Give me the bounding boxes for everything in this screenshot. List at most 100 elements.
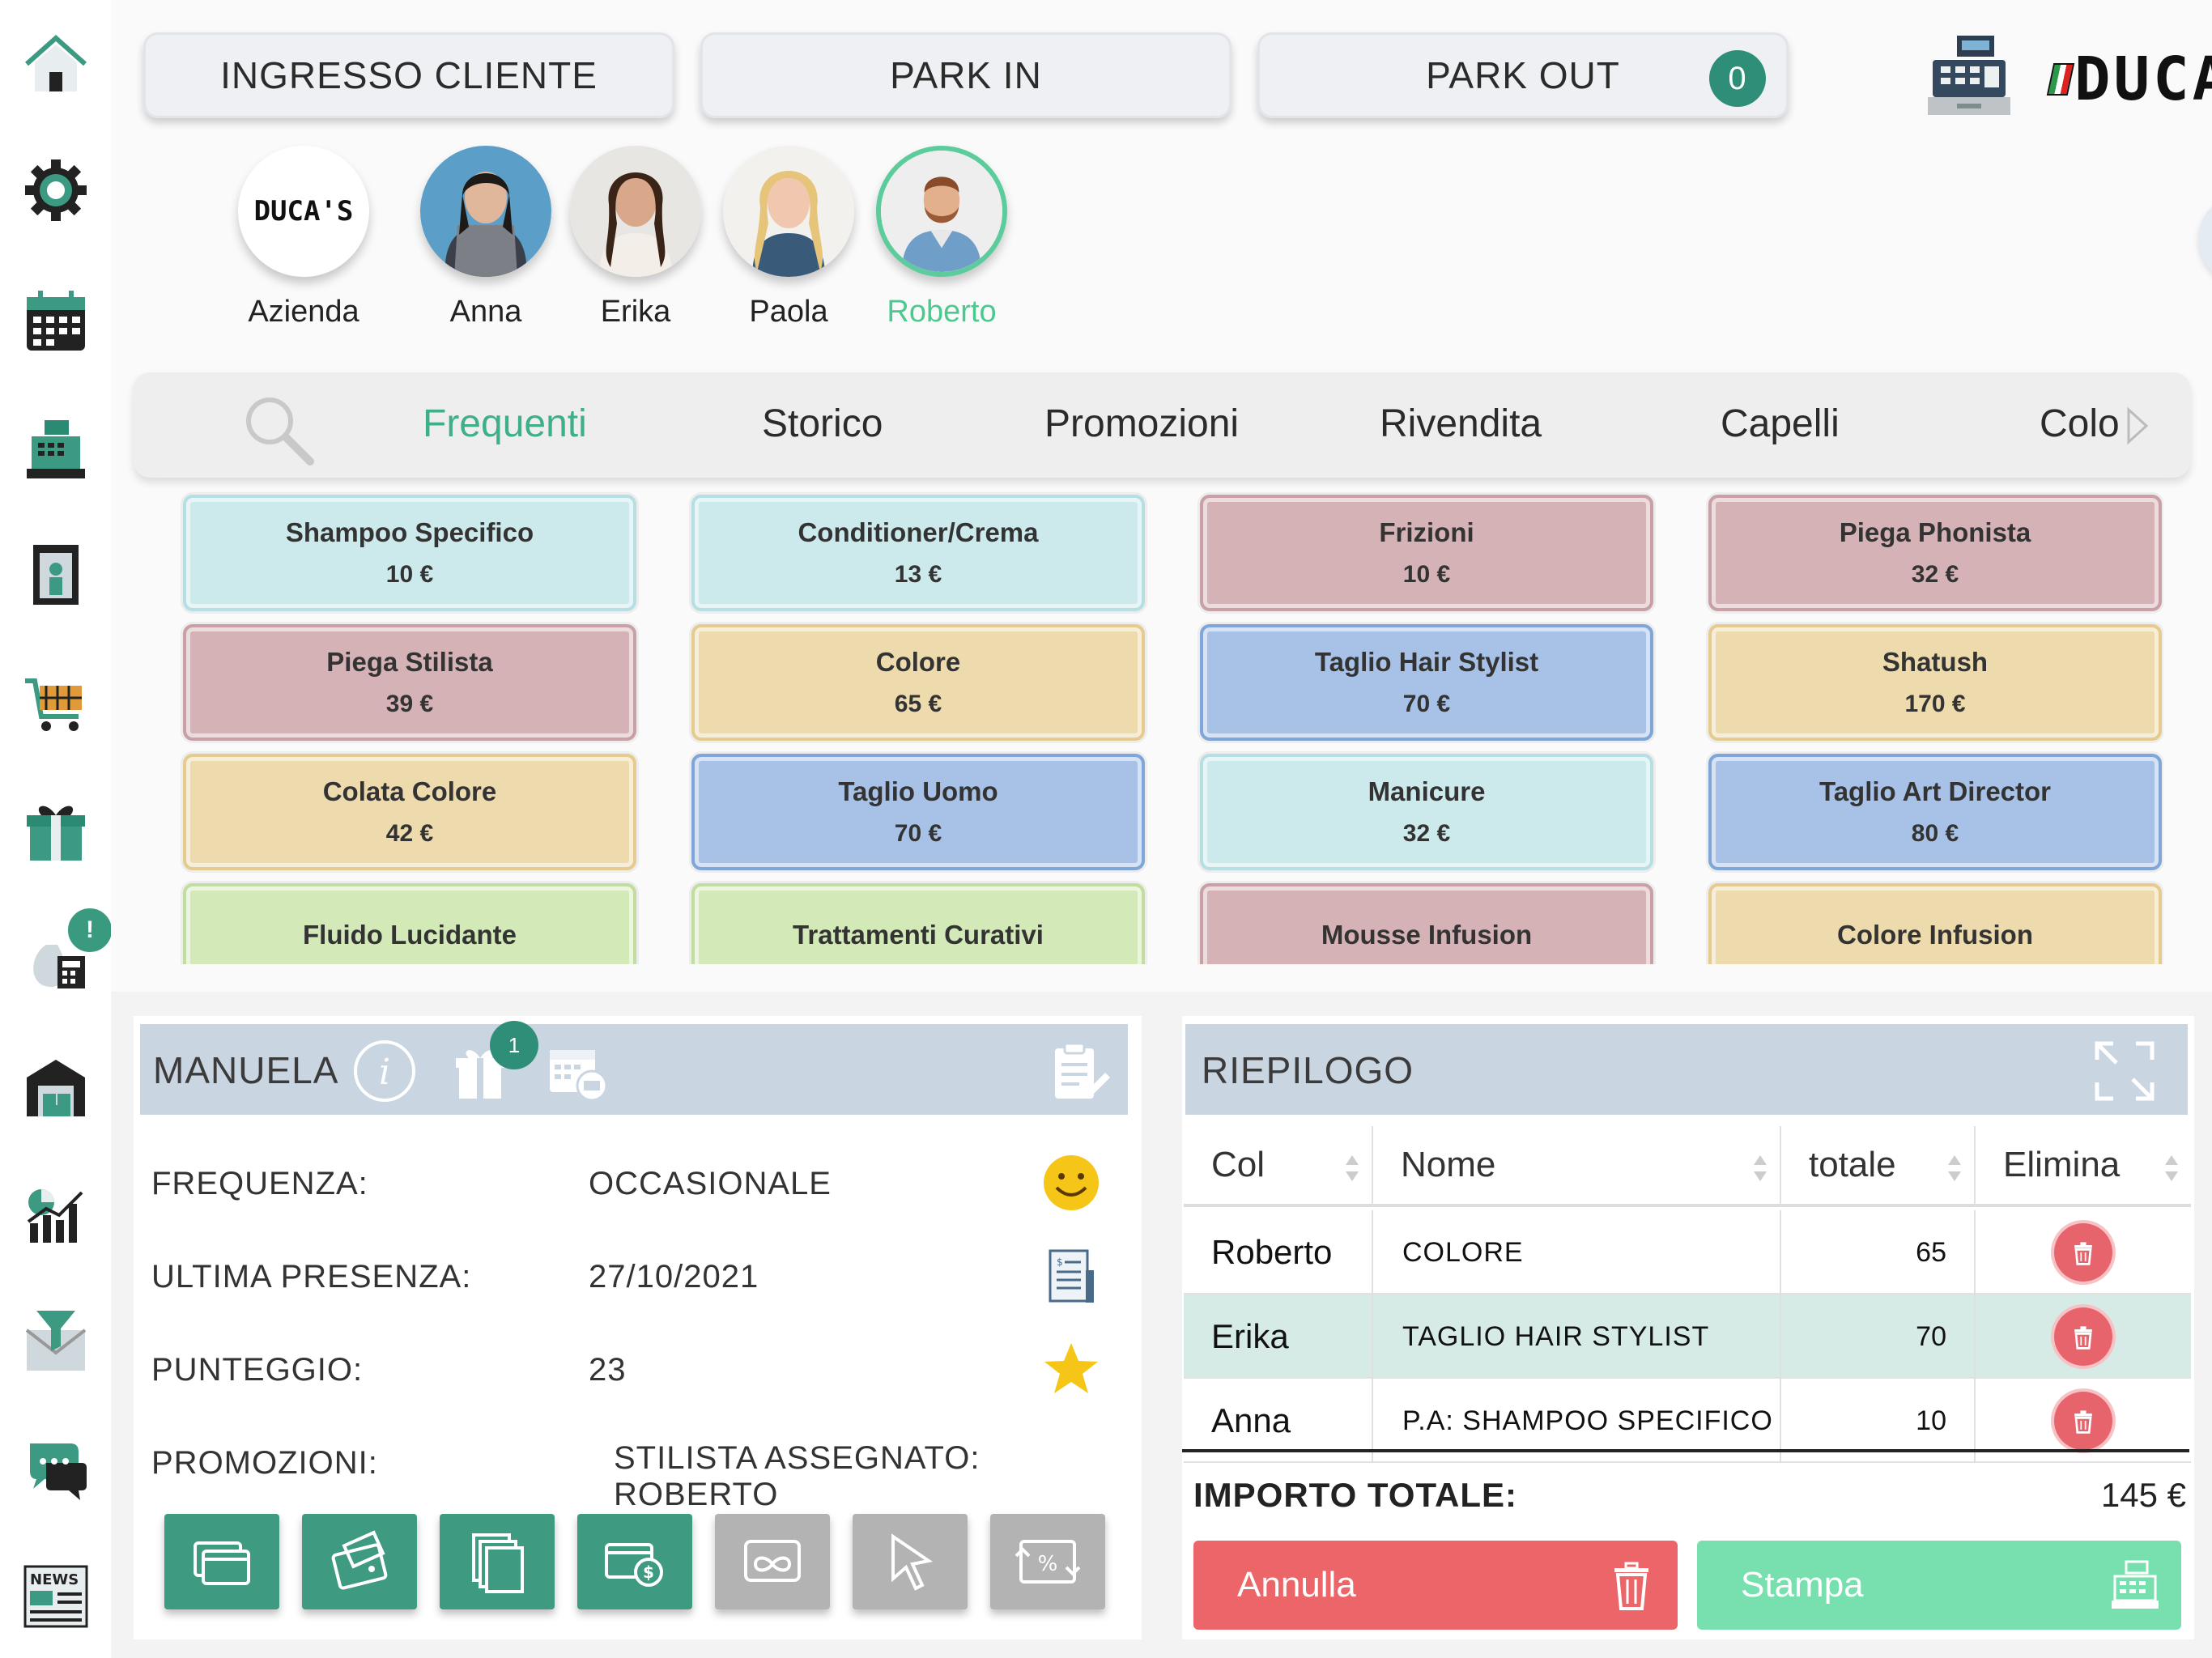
calendar-print-icon[interactable] bbox=[545, 1039, 610, 1103]
cell-totale: 65 bbox=[1781, 1210, 1976, 1295]
clipboard-edit-icon[interactable] bbox=[1047, 1039, 1112, 1103]
staff-azienda[interactable]: DUCA'S Azienda bbox=[231, 146, 376, 329]
product-tile[interactable]: Taglio Hair Stylist 70 € bbox=[1200, 624, 1653, 741]
brand-text: DUCA'S bbox=[2074, 45, 2212, 114]
customer-header: MANUELA i 1 bbox=[140, 1021, 1128, 1115]
col-header-elimina[interactable]: Elimina bbox=[1976, 1126, 2191, 1207]
product-tile[interactable]: Mousse Infusion bbox=[1200, 883, 1653, 964]
tab-storico[interactable]: Storico bbox=[762, 402, 883, 445]
table-row[interactable]: Anna P.A: SHAMPOO SPECIFICO 10 bbox=[1184, 1379, 2191, 1463]
staff-anna[interactable]: Anna bbox=[413, 146, 559, 329]
calendar-icon[interactable] bbox=[21, 287, 91, 356]
gift-icon[interactable] bbox=[21, 797, 91, 866]
expand-panel-icon[interactable] bbox=[2092, 1039, 2157, 1103]
promo-card-button[interactable] bbox=[164, 1514, 279, 1609]
product-tile[interactable]: Taglio Art Director 80 € bbox=[1708, 754, 2162, 870]
tab-promozioni[interactable]: Promozioni bbox=[1044, 402, 1240, 445]
product-tile[interactable]: Piega Phonista 32 € bbox=[1708, 495, 2162, 611]
anna-avatar bbox=[420, 146, 551, 277]
product-tile[interactable]: Colata Colore 42 € bbox=[183, 754, 636, 870]
importo-totale-value: 145 € bbox=[2100, 1476, 2186, 1514]
product-tile[interactable]: Colore 65 € bbox=[691, 624, 1145, 741]
cell-totale: 70 bbox=[1781, 1295, 1976, 1379]
product-tile[interactable]: Piega Stilista 39 € bbox=[183, 624, 636, 741]
stampa-label: Stampa bbox=[1741, 1565, 1864, 1605]
stilista-assegnato: STILISTA ASSEGNATO: ROBERTO bbox=[614, 1440, 981, 1512]
search-icon[interactable] bbox=[239, 390, 317, 468]
warehouse-icon[interactable] bbox=[21, 1052, 91, 1122]
park-in-button[interactable]: PARK IN bbox=[700, 32, 1231, 118]
settings-gear-icon[interactable] bbox=[21, 155, 91, 225]
col-header-label: Col bbox=[1211, 1145, 1266, 1184]
receipt-icon[interactable]: $ bbox=[1040, 1246, 1102, 1307]
promo-click-button[interactable] bbox=[853, 1514, 968, 1609]
cash-register-icon[interactable] bbox=[1925, 32, 2014, 121]
tab-colo[interactable]: Colo bbox=[2040, 402, 2120, 445]
product-price: 80 € bbox=[1911, 820, 1959, 847]
svg-text:i: i bbox=[379, 1052, 390, 1093]
riepilogo-header: RIEPILOGO bbox=[1185, 1024, 2188, 1115]
promo-infinity-button[interactable] bbox=[715, 1514, 830, 1609]
cell-elimina bbox=[1976, 1210, 2191, 1295]
staff-name: Paola bbox=[749, 295, 828, 329]
staff-erika[interactable]: Erika bbox=[563, 146, 708, 329]
product-tile[interactable]: Shampoo Specifico 10 € bbox=[183, 495, 636, 611]
tabs-scroll-right-icon[interactable] bbox=[2125, 406, 2150, 445]
money-bag-calculator-icon[interactable]: ! bbox=[21, 905, 115, 993]
promo-copy-button[interactable] bbox=[440, 1514, 555, 1609]
ingresso-cliente-button[interactable]: INGRESSO CLIENTE bbox=[143, 32, 674, 118]
park-out-button[interactable]: PARK OUT 0 bbox=[1257, 32, 1789, 118]
product-tile[interactable]: Shatush 170 € bbox=[1708, 624, 2162, 741]
cursor-click-icon bbox=[891, 1533, 934, 1591]
svg-text:NEWS: NEWS bbox=[30, 1571, 79, 1588]
product-name: Fluido Lucidante bbox=[303, 920, 517, 950]
staff-paola[interactable]: Paola bbox=[716, 146, 861, 329]
cell-totale: 10 bbox=[1781, 1379, 1976, 1463]
product-tile[interactable]: Frizioni 10 € bbox=[1200, 495, 1653, 611]
product-grid: Shampoo Specifico 10 € Conditioner/Crema 1… bbox=[180, 491, 2163, 964]
sort-icon bbox=[2165, 1155, 2178, 1181]
promo-percent-button[interactable]: % bbox=[990, 1514, 1105, 1609]
mail-filter-icon[interactable] bbox=[21, 1307, 91, 1376]
shopping-cart-icon[interactable] bbox=[21, 669, 91, 738]
delete-row-button[interactable] bbox=[2054, 1307, 2112, 1366]
annulla-button[interactable]: Annulla bbox=[1193, 1541, 1678, 1630]
promo-payment-button[interactable]: $ bbox=[577, 1514, 692, 1609]
gift-icon[interactable] bbox=[448, 1039, 513, 1103]
product-price: 39 € bbox=[385, 691, 434, 717]
info-icon[interactable]: i bbox=[352, 1039, 417, 1103]
fullscreen-expand-button[interactable] bbox=[2198, 194, 2212, 283]
product-name: Shampoo Specifico bbox=[285, 517, 534, 547]
product-tile[interactable]: Conditioner/Crema 13 € bbox=[691, 495, 1145, 611]
chat-icon[interactable] bbox=[21, 1435, 91, 1504]
table-row[interactable]: Roberto COLORE 65 bbox=[1184, 1210, 2191, 1295]
tab-rivendita[interactable]: Rivendita bbox=[1380, 402, 1542, 445]
booth-icon[interactable] bbox=[21, 541, 91, 610]
cash-register-icon[interactable] bbox=[21, 414, 91, 484]
product-tile[interactable]: Taglio Uomo 70 € bbox=[691, 754, 1145, 870]
stampa-button[interactable]: Stampa bbox=[1697, 1541, 2181, 1630]
delete-row-button[interactable] bbox=[2054, 1223, 2112, 1282]
home-icon[interactable] bbox=[21, 29, 91, 99]
tab-capelli[interactable]: Capelli bbox=[1721, 402, 1840, 445]
tab-frequenti[interactable]: Frequenti bbox=[423, 402, 587, 445]
promo-wallet-button[interactable] bbox=[302, 1514, 417, 1609]
news-icon[interactable]: NEWS bbox=[21, 1561, 91, 1630]
col-header-col[interactable]: Col bbox=[1184, 1126, 1373, 1207]
customer-name: MANUELA bbox=[153, 1049, 339, 1091]
product-name: Piega Stilista bbox=[326, 647, 493, 677]
delete-row-button[interactable] bbox=[2054, 1392, 2112, 1450]
table-row[interactable]: Erika TAGLIO HAIR STYLIST 70 bbox=[1184, 1295, 2191, 1379]
product-tile[interactable]: Fluido Lucidante bbox=[183, 883, 636, 964]
cell-nome: TAGLIO HAIR STYLIST bbox=[1373, 1295, 1781, 1379]
product-tile[interactable]: Trattamenti Curativi bbox=[691, 883, 1145, 964]
product-price: 170 € bbox=[1904, 691, 1966, 717]
col-header-nome[interactable]: Nome bbox=[1373, 1126, 1781, 1207]
col-header-totale[interactable]: totale bbox=[1781, 1126, 1976, 1207]
staff-roberto[interactable]: Roberto bbox=[869, 146, 1015, 329]
product-tile[interactable]: Manicure 32 € bbox=[1200, 754, 1653, 870]
stats-chart-icon[interactable] bbox=[21, 1179, 91, 1248]
cell-col: Erika bbox=[1184, 1295, 1373, 1379]
product-tile[interactable]: Colore Infusion bbox=[1708, 883, 2162, 964]
payment-coins-icon: $ bbox=[605, 1543, 663, 1587]
